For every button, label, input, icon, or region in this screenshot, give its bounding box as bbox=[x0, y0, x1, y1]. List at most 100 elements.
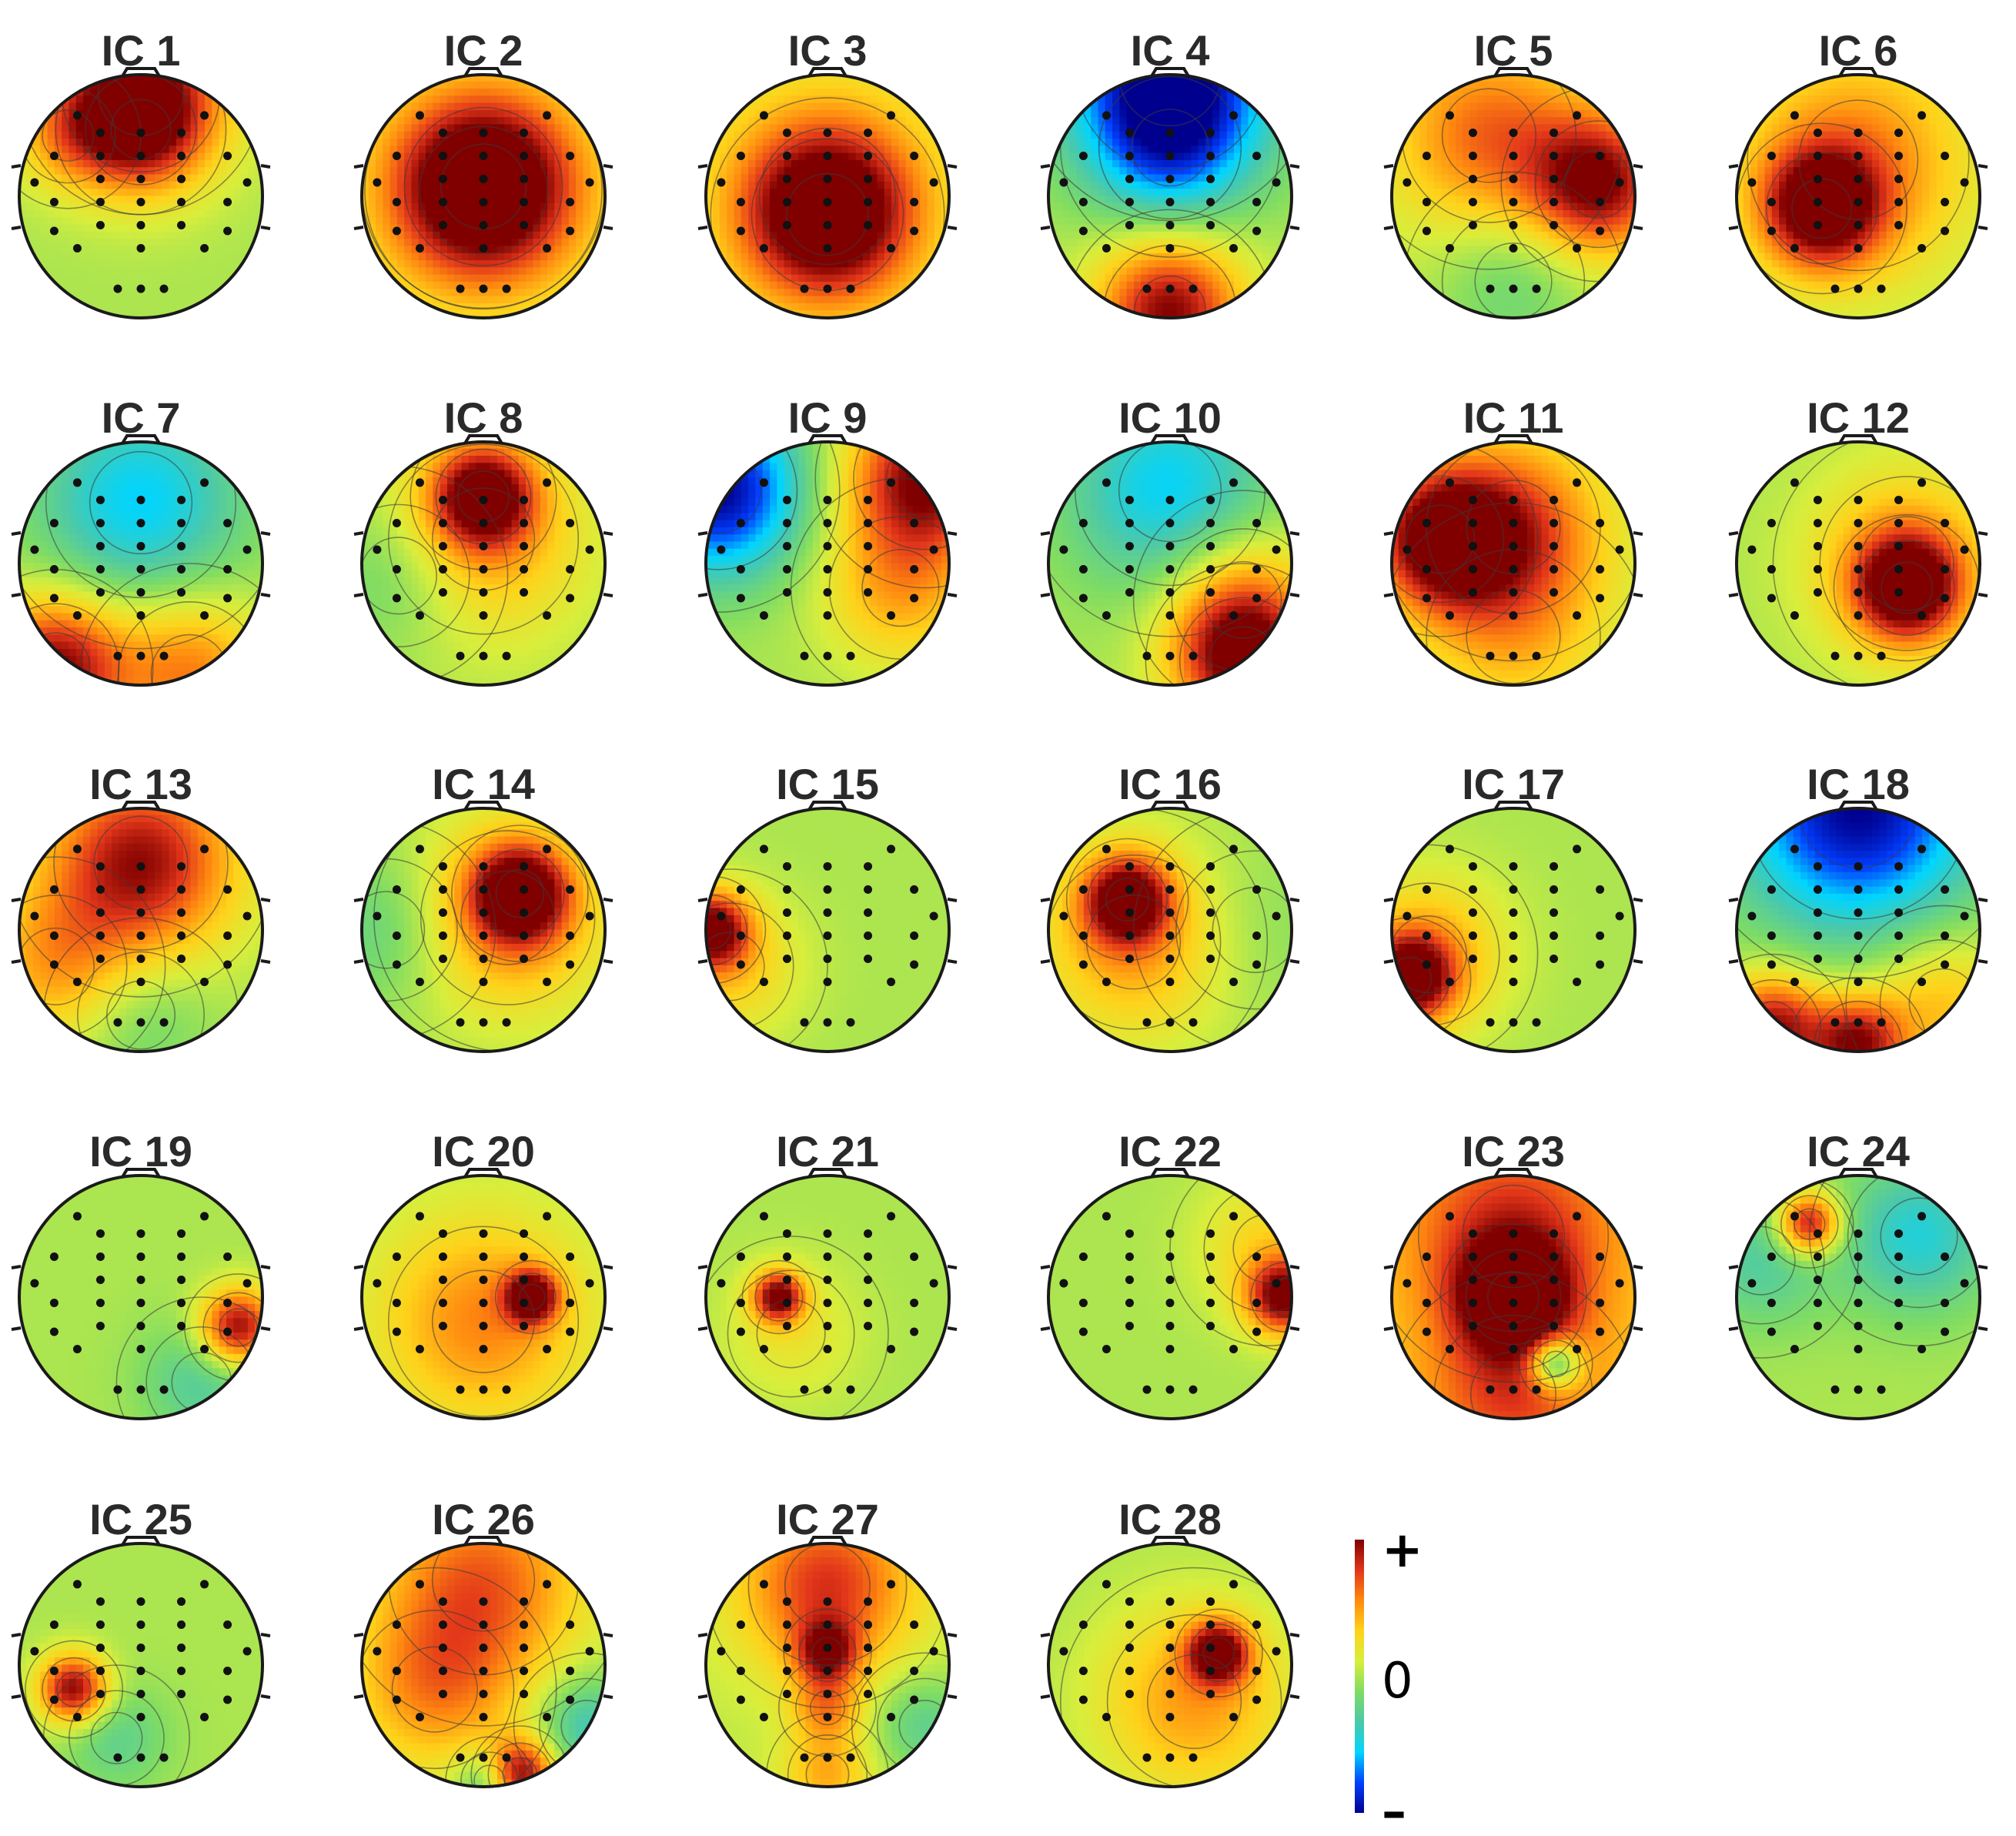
electrode-dot bbox=[136, 1345, 145, 1354]
electrode-dot bbox=[717, 1647, 726, 1656]
electrode-dot bbox=[1960, 911, 1969, 921]
electrode-dot bbox=[520, 1229, 529, 1238]
ear-marker bbox=[353, 164, 364, 230]
electrode-dot bbox=[1532, 284, 1541, 293]
electrode-dot bbox=[438, 931, 447, 941]
electrode-dot bbox=[1509, 1385, 1518, 1394]
electrode-dot bbox=[1550, 861, 1559, 871]
electrode-dot bbox=[1941, 1252, 1950, 1261]
electrode-dot bbox=[392, 226, 401, 236]
electrode-dot bbox=[823, 1252, 832, 1261]
topomap-ic-17: IC 17 bbox=[1383, 760, 1643, 1053]
electrode-dot bbox=[910, 1327, 919, 1336]
ear-marker bbox=[697, 1265, 708, 1331]
electrode-dot bbox=[1615, 545, 1624, 554]
electrode-dot bbox=[1550, 908, 1559, 917]
electrode-dot bbox=[1165, 1018, 1175, 1027]
electrode-dot bbox=[1125, 885, 1134, 894]
electrode-dot bbox=[1422, 1252, 1431, 1261]
electrode-dot bbox=[823, 955, 832, 964]
electrode-dot bbox=[1125, 565, 1134, 574]
electrode-dot bbox=[1078, 1620, 1088, 1629]
electrode-dot bbox=[177, 931, 186, 941]
electrode-dot bbox=[1468, 885, 1477, 894]
electrode-dot bbox=[223, 1299, 232, 1308]
electrode-dot bbox=[520, 908, 529, 917]
electrode-dot bbox=[1165, 541, 1175, 550]
electrode-dot bbox=[887, 244, 896, 253]
electrode-dot bbox=[95, 1275, 105, 1284]
electrode-dot bbox=[717, 545, 726, 554]
electrode-dot bbox=[1468, 518, 1477, 527]
electrode-dot bbox=[373, 178, 382, 187]
electrode-dot bbox=[1229, 111, 1239, 120]
topomap-title: IC 28 bbox=[1118, 1495, 1222, 1543]
electrode-dot bbox=[1573, 978, 1582, 987]
electrode-dot bbox=[1206, 174, 1215, 183]
electrode-dot bbox=[177, 1597, 186, 1606]
electrode-dot bbox=[520, 1275, 529, 1284]
electrode-dot bbox=[392, 151, 401, 160]
ear-marker bbox=[947, 1633, 958, 1699]
electrode-dot bbox=[49, 594, 59, 603]
electrode-dot bbox=[736, 1695, 745, 1704]
electrode-dot bbox=[1165, 1322, 1175, 1331]
topomap-ic-2: IC 2 bbox=[353, 26, 613, 319]
electrode-dot bbox=[520, 518, 529, 527]
electrode-dot bbox=[1509, 284, 1518, 293]
topomap-title: IC 11 bbox=[1463, 393, 1564, 442]
head-outline bbox=[360, 440, 607, 687]
electrode-dot bbox=[1854, 174, 1863, 183]
electrode-dot bbox=[242, 1279, 252, 1288]
electrode-dot bbox=[736, 518, 745, 527]
electrode-dot bbox=[1813, 221, 1822, 230]
electrode-dot bbox=[1445, 978, 1454, 987]
electrode-dot bbox=[1229, 611, 1239, 620]
electrode-dot bbox=[1830, 1385, 1840, 1394]
ear-marker bbox=[1383, 1265, 1394, 1331]
electrode-dot bbox=[95, 1322, 105, 1331]
electrode-dot bbox=[782, 1667, 791, 1676]
electrode-dot bbox=[782, 1643, 791, 1652]
electrode-dot bbox=[1125, 151, 1134, 160]
electrode-dot bbox=[1960, 545, 1969, 554]
electrode-dot bbox=[782, 1299, 791, 1308]
electrode-dot bbox=[566, 518, 575, 527]
electrode-dot bbox=[929, 1647, 938, 1656]
electrode-dot bbox=[1813, 908, 1822, 917]
topomap-ic-3: IC 3 bbox=[697, 26, 958, 319]
electrode-dot bbox=[1125, 198, 1134, 207]
electrode-dot bbox=[136, 1643, 145, 1652]
nose-marker bbox=[1493, 67, 1533, 78]
electrode-dot bbox=[1165, 1275, 1175, 1284]
electrode-dot bbox=[223, 518, 232, 527]
electrode-dot bbox=[72, 1212, 82, 1221]
electrode-dot bbox=[373, 1279, 382, 1288]
electrode-dot bbox=[49, 198, 59, 207]
topomap-ic-19: IC 19 bbox=[11, 1127, 271, 1420]
electrode-dot bbox=[1189, 1753, 1198, 1762]
electrode-dot bbox=[736, 565, 745, 574]
electrode-dot bbox=[1229, 1713, 1239, 1722]
electrode-dot bbox=[392, 931, 401, 941]
ear-marker bbox=[947, 1265, 958, 1331]
electrode-dot bbox=[1596, 518, 1605, 527]
topomap-title: IC 8 bbox=[444, 393, 523, 442]
electrode-dot bbox=[929, 911, 938, 921]
scalp-heatmap bbox=[1048, 808, 1292, 1052]
electrode-dot bbox=[177, 861, 186, 871]
electrode-dot bbox=[864, 588, 873, 597]
ear-marker bbox=[1978, 164, 1988, 230]
electrode-dot bbox=[543, 978, 552, 987]
ear-marker bbox=[1633, 1265, 1643, 1331]
topomap-ic-11: IC 11 bbox=[1383, 393, 1643, 687]
electrode-dot bbox=[1894, 565, 1904, 574]
electrode-dot bbox=[136, 1275, 145, 1284]
electrode-dot bbox=[136, 931, 145, 941]
electrode-dot bbox=[1767, 198, 1776, 207]
electrode-dot bbox=[1596, 1252, 1605, 1261]
electrode-dot bbox=[1894, 541, 1904, 550]
topomap-title: IC 27 bbox=[776, 1495, 879, 1543]
electrode-dot bbox=[543, 111, 552, 120]
electrode-dot bbox=[415, 844, 424, 854]
